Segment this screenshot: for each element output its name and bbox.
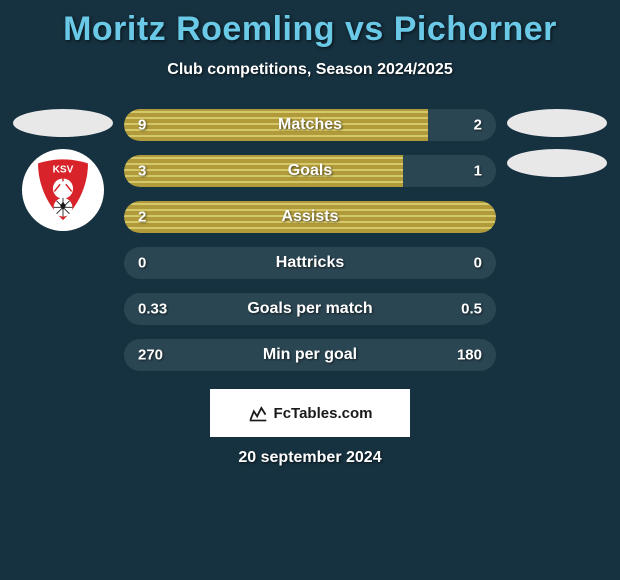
svg-text:KSV: KSV — [53, 165, 74, 176]
stat-value-left: 0 — [138, 255, 146, 272]
stat-label: Min per goal — [263, 346, 357, 364]
stat-value-right: 180 — [457, 347, 482, 364]
team-right-ellipse-2 — [507, 149, 607, 177]
stat-bar: Hattricks 0 0 — [124, 247, 496, 279]
stat-value-right: 2 — [474, 117, 482, 134]
stat-value-right: 0 — [474, 255, 482, 272]
stat-label: Goals — [288, 162, 332, 180]
page-title: Moritz Roemling vs Pichorner — [0, 10, 620, 49]
stat-bar: Matches 9 2 — [124, 109, 496, 141]
stat-bar: Goals 3 1 — [124, 155, 496, 187]
content-row: KSV Matches 9 2 Goals 3 1 Assists 2 Hattricks 0 0 G… — [0, 109, 620, 371]
stat-label: Assists — [282, 208, 339, 226]
stat-value-left: 0.33 — [138, 301, 167, 318]
stat-value-left: 9 — [138, 117, 146, 134]
subtitle: Club competitions, Season 2024/2025 — [0, 61, 620, 79]
stat-label: Matches — [278, 116, 342, 134]
stat-value-right: 1 — [474, 163, 482, 180]
right-team-column — [502, 109, 612, 177]
comparison-infographic: Moritz Roemling vs Pichorner Club compet… — [0, 0, 620, 580]
stat-value-right: 0.5 — [461, 301, 482, 318]
stat-bar-left-fill — [124, 155, 403, 187]
club-badge-ksv: KSV — [22, 149, 104, 231]
stat-label: Hattricks — [276, 254, 344, 272]
watermark-text: FcTables.com — [274, 405, 373, 422]
stat-bar-left-fill — [124, 109, 428, 141]
bars-column: Matches 9 2 Goals 3 1 Assists 2 Hattricks 0 0 Goals… — [118, 109, 502, 371]
left-team-column: KSV — [8, 109, 118, 231]
stat-label: Goals per match — [247, 300, 372, 318]
stat-bar: Min per goal 270 180 — [124, 339, 496, 371]
stat-bar: Goals per match 0.33 0.5 — [124, 293, 496, 325]
stat-value-left: 3 — [138, 163, 146, 180]
stat-value-left: 2 — [138, 209, 146, 226]
watermark: FcTables.com — [210, 389, 410, 437]
date-text: 20 september 2024 — [0, 449, 620, 467]
team-right-ellipse-1 — [507, 109, 607, 137]
chart-icon — [248, 403, 268, 423]
stat-bar: Assists 2 — [124, 201, 496, 233]
stat-value-left: 270 — [138, 347, 163, 364]
shield-icon: KSV — [27, 154, 99, 226]
team-left-ellipse — [13, 109, 113, 137]
